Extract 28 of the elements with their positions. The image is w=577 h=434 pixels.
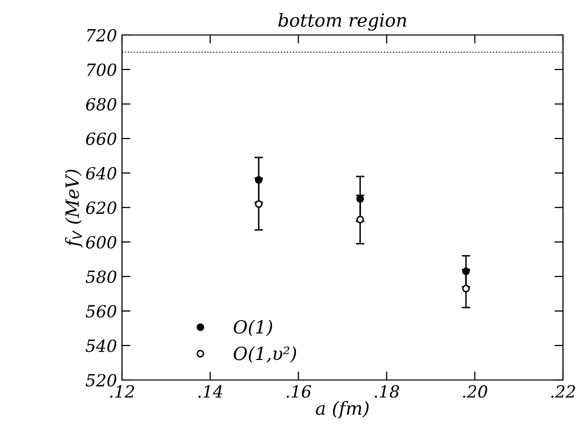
y-tick-label: 520 (86, 374, 116, 387)
x-tick-label: .18 (374, 385, 400, 398)
y-tick-label: 580 (86, 270, 116, 284)
y-tick-label: 700 (87, 63, 116, 76)
chart-title: bottom region (278, 12, 406, 31)
point (254, 176, 263, 184)
x-tick-label: .16 (286, 385, 312, 398)
y-tick-label: 560 (86, 304, 116, 318)
y-tick-label: 540 (86, 339, 116, 352)
y-tick-label: 620 (86, 201, 116, 214)
point (356, 216, 364, 224)
y-tick-label: 640 (86, 166, 116, 180)
point (254, 200, 263, 208)
y-tick-label: 600 (86, 236, 116, 249)
x-axis-title: a (fm) (316, 400, 369, 418)
point (462, 284, 470, 292)
x-tick-label: .22 (551, 385, 576, 398)
point (462, 268, 470, 276)
y-tick-label: 720 (87, 28, 116, 42)
x-tick-label: .12 (110, 385, 134, 398)
legend-label: O(1,υ²) (234, 346, 296, 363)
y-tick-label: 680 (86, 98, 116, 111)
x-tick-label: .14 (198, 385, 222, 398)
y-tick-label: 660 (86, 132, 116, 146)
point (356, 195, 364, 203)
y-axis-title: f$_{V}$ (MeV) (65, 170, 83, 248)
legend-label: O(1) (234, 320, 272, 336)
x-tick-label: .20 (463, 385, 488, 398)
